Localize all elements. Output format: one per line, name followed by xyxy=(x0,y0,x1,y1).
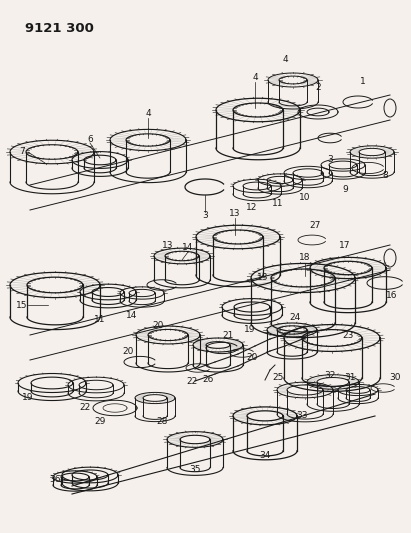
Text: 4: 4 xyxy=(252,74,258,83)
Text: 2: 2 xyxy=(315,84,321,93)
Text: 24: 24 xyxy=(289,313,300,322)
Text: 20: 20 xyxy=(246,352,258,361)
Text: 21: 21 xyxy=(222,330,234,340)
Text: 10: 10 xyxy=(299,192,311,201)
Text: 7: 7 xyxy=(19,148,25,157)
Text: 28: 28 xyxy=(156,417,168,426)
Text: 4: 4 xyxy=(145,109,151,117)
Text: 13: 13 xyxy=(257,273,269,282)
Text: 18: 18 xyxy=(299,254,311,262)
Text: 30: 30 xyxy=(389,374,401,383)
Text: 9121 300: 9121 300 xyxy=(25,22,94,35)
Text: 22: 22 xyxy=(79,403,90,413)
Text: 14: 14 xyxy=(126,311,138,319)
Text: 36: 36 xyxy=(49,475,61,484)
Text: 3: 3 xyxy=(327,156,333,165)
Text: 1: 1 xyxy=(360,77,366,86)
Text: 20: 20 xyxy=(152,320,164,329)
Text: 26: 26 xyxy=(202,376,214,384)
Text: 12: 12 xyxy=(246,204,258,213)
Text: 31: 31 xyxy=(344,374,356,383)
Text: 11: 11 xyxy=(94,316,106,325)
Text: 15: 15 xyxy=(16,301,28,310)
Text: 35: 35 xyxy=(189,465,201,474)
Text: 29: 29 xyxy=(94,417,106,426)
Text: 25: 25 xyxy=(272,374,284,383)
Text: 27: 27 xyxy=(309,221,321,230)
Text: 34: 34 xyxy=(259,451,271,461)
Text: 8: 8 xyxy=(382,171,388,180)
Text: 11: 11 xyxy=(272,198,284,207)
Text: 22: 22 xyxy=(186,377,198,386)
Text: 13: 13 xyxy=(162,240,174,249)
Text: 20: 20 xyxy=(122,348,134,357)
Text: 19: 19 xyxy=(244,326,256,335)
Text: 9: 9 xyxy=(342,185,348,195)
Text: 13: 13 xyxy=(229,208,241,217)
Text: 14: 14 xyxy=(182,244,194,253)
Text: 17: 17 xyxy=(339,240,351,249)
Text: 19: 19 xyxy=(22,393,34,402)
Text: 23: 23 xyxy=(342,330,354,340)
Text: 33: 33 xyxy=(296,410,308,419)
Text: 16: 16 xyxy=(386,290,398,300)
Text: 4: 4 xyxy=(282,55,288,64)
Text: 6: 6 xyxy=(87,135,93,144)
Text: 32: 32 xyxy=(324,370,336,379)
Text: 3: 3 xyxy=(202,211,208,220)
